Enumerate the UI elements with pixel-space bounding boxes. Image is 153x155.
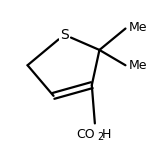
Text: H: H xyxy=(102,128,111,141)
Text: Me: Me xyxy=(129,20,147,33)
Text: Me: Me xyxy=(129,59,147,72)
Text: 2: 2 xyxy=(97,132,103,142)
Text: CO: CO xyxy=(76,128,95,141)
Text: S: S xyxy=(60,28,69,42)
